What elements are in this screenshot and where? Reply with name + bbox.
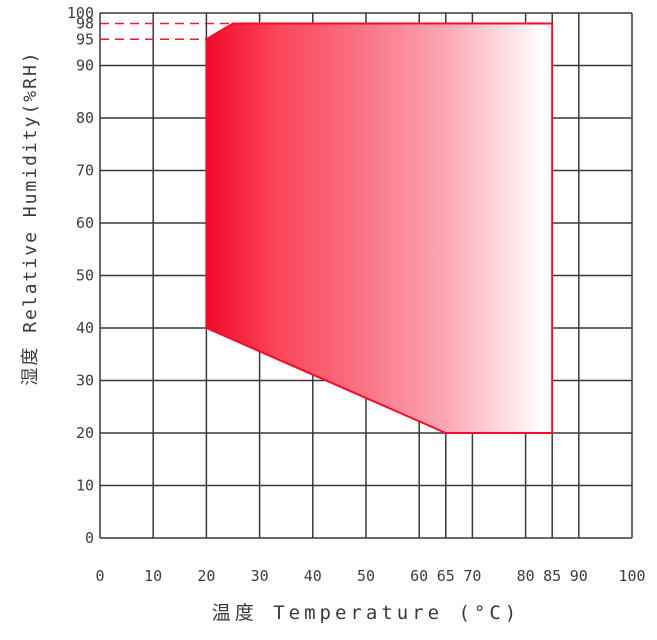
y-tick-label: 10 — [76, 477, 94, 495]
y-tick-label: 30 — [76, 372, 94, 390]
y-tick-label: 60 — [76, 214, 94, 232]
x-tick-label: 20 — [197, 567, 215, 585]
x-tick-label: 90 — [570, 567, 588, 585]
y-tick-label: 95 — [76, 30, 94, 48]
y-tick-label: 80 — [76, 109, 94, 127]
x-tick-label: 40 — [304, 567, 322, 585]
y-tick-label: 40 — [76, 319, 94, 337]
y-tick-label: 90 — [76, 57, 94, 75]
x-tick-label: 85 — [543, 567, 561, 585]
x-axis-title: 温度 Temperature (°C) — [211, 602, 521, 624]
x-tick-label: 0 — [95, 567, 104, 585]
y-axis-title: 湿度 Relative Humidity(%RH) — [20, 50, 41, 386]
x-tick-label: 30 — [251, 567, 269, 585]
y-tick-label: 100 — [67, 4, 94, 22]
y-tick-label: 20 — [76, 424, 94, 442]
x-tick-label: 80 — [517, 567, 535, 585]
operating-range-region — [205, 22, 554, 434]
x-tick-label: 10 — [144, 567, 162, 585]
y-tick-label: 98 — [76, 15, 94, 33]
x-tick-label: 60 — [410, 567, 428, 585]
x-tick-label: 100 — [618, 567, 645, 585]
x-tick-label: 70 — [463, 567, 481, 585]
y-tick-label: 0 — [85, 529, 94, 547]
x-tick-label: 50 — [357, 567, 375, 585]
y-tick-label: 50 — [76, 267, 94, 285]
x-tick-label: 65 — [437, 567, 455, 585]
y-tick-label: 70 — [76, 162, 94, 180]
